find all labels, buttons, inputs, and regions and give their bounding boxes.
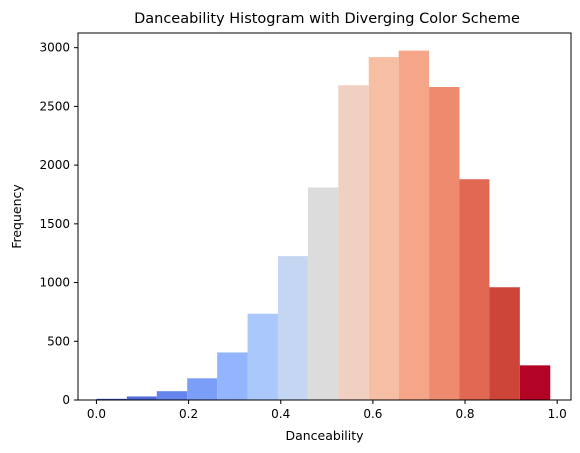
y-ticks-group: 0 500 1000 1500 2000 2500 3000: [39, 41, 78, 407]
y-tick-label: 2000: [39, 158, 70, 172]
x-tick-label: 1.0: [548, 407, 567, 421]
x-ticks-group: 0.0 0.2 0.4 0.6 0.8 1.0: [87, 400, 567, 421]
histogram-bar-8: [307, 187, 339, 400]
histogram-bar-7: [277, 256, 308, 400]
x-tick-label: 0.4: [271, 407, 290, 421]
y-tick-label: 3000: [39, 41, 70, 55]
y-tick-label: 0: [62, 393, 70, 407]
histogram-bar-14: [489, 287, 520, 400]
histogram-bar-3: [156, 391, 188, 400]
histogram-bar-6: [247, 313, 278, 400]
y-axis-label: Frequency: [9, 184, 24, 249]
x-tick-label: 0.0: [87, 407, 106, 421]
plot-area: 0.0 0.2 0.4 0.6 0.8 1.0 0 500 1000 1500 2000 2500 3…: [39, 32, 572, 421]
y-tick-label: 1500: [39, 217, 70, 231]
x-axis-label: Danceability: [285, 428, 364, 443]
y-tick-label: 2500: [39, 99, 70, 113]
histogram-bar-5: [217, 352, 248, 400]
histogram-bar-9: [338, 85, 369, 400]
histogram-bar-4: [187, 378, 218, 400]
histogram-bar-13: [459, 179, 490, 400]
histogram-bar-15: [519, 365, 551, 400]
histogram-bar-2: [126, 396, 157, 400]
bars-group: [96, 50, 551, 401]
axes-frame: [77, 32, 572, 401]
histogram-bar-10: [368, 57, 399, 401]
x-tick-label: 0.8: [455, 407, 474, 421]
histogram-bar-12: [429, 87, 460, 400]
chart-title: Danceability Histogram with Diverging Co…: [134, 11, 520, 27]
y-tick-label: 500: [47, 334, 70, 348]
y-tick-label: 1000: [39, 276, 70, 290]
histogram-bar-1: [96, 398, 127, 400]
histogram-bar-11: [398, 50, 430, 401]
x-tick-label: 0.6: [363, 407, 382, 421]
x-tick-label: 0.2: [179, 407, 198, 421]
